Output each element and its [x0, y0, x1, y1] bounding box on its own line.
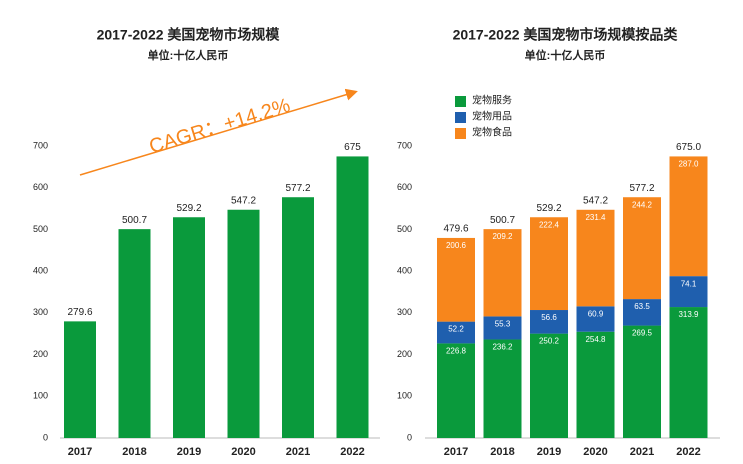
- total-label: 577.2: [629, 183, 654, 194]
- segment-label: 200.6: [446, 241, 467, 250]
- cagr-arrow: [79, 88, 358, 176]
- y-tick-label: 400: [33, 266, 48, 276]
- value-label: 500.7: [122, 215, 147, 226]
- legend-label: 宠物用品: [472, 110, 512, 123]
- segment-label: 269.5: [632, 329, 653, 338]
- bar-segment: [530, 310, 568, 334]
- y-tick-label: 500: [33, 224, 48, 234]
- segment-label: 226.8: [446, 347, 467, 356]
- bar: [118, 229, 151, 438]
- segment-label: 236.2: [492, 343, 513, 352]
- legend-label: 宠物食品: [472, 126, 512, 139]
- segment-label: 63.5: [634, 302, 650, 311]
- bar-segment: [437, 237, 475, 322]
- x-tick-label: 2019: [537, 446, 561, 458]
- value-label: 675: [344, 142, 361, 153]
- bar-segment: [483, 316, 522, 340]
- bar-segment: [576, 306, 615, 332]
- x-tick-label: 2017: [444, 446, 468, 458]
- y-tick-label: 500: [397, 224, 412, 234]
- segment-label: 74.1: [681, 279, 697, 288]
- legend-swatch: [455, 128, 466, 139]
- segment-label: 244.2: [632, 200, 653, 209]
- x-tick-label: 2019: [177, 446, 201, 458]
- y-tick-label: 400: [397, 266, 412, 276]
- x-tick-label: 2017: [68, 446, 92, 458]
- segment-label: 56.6: [541, 313, 557, 322]
- bar-segment: [623, 299, 661, 326]
- legend-swatch: [455, 112, 466, 123]
- bar: [282, 197, 314, 438]
- segment-label: 254.8: [585, 335, 606, 344]
- y-tick-label: 600: [397, 182, 412, 192]
- bar-segment: [669, 276, 708, 308]
- y-tick-label: 300: [397, 307, 412, 317]
- y-tick-label: 0: [407, 432, 412, 442]
- x-tick-label: 2018: [490, 446, 514, 458]
- legend-label: 宠物服务: [472, 94, 512, 107]
- bar-segment: [623, 197, 661, 300]
- y-tick-label: 100: [33, 391, 48, 401]
- y-tick-label: 300: [33, 307, 48, 317]
- value-label: 529.2: [176, 203, 201, 214]
- segment-label: 52.2: [448, 325, 464, 334]
- bar-segment: [530, 217, 568, 311]
- bar-segment: [576, 331, 615, 438]
- bar-segment: [669, 307, 708, 438]
- segment-label: 55.3: [495, 320, 511, 329]
- total-label: 529.2: [536, 203, 561, 214]
- chart-subtitle: 单位:十亿人民币: [148, 48, 229, 62]
- bar-segment: [530, 333, 568, 438]
- total-label: 479.6: [443, 224, 468, 235]
- x-tick-label: 2022: [340, 446, 364, 458]
- y-tick-label: 700: [397, 140, 412, 150]
- value-label: 577.2: [285, 183, 310, 194]
- bar-segment: [483, 339, 522, 438]
- total-label: 500.7: [490, 215, 515, 226]
- y-tick-label: 0: [43, 432, 48, 442]
- segment-label: 287.0: [678, 160, 699, 169]
- total-label: 675.0: [676, 142, 701, 153]
- y-tick-label: 600: [33, 182, 48, 192]
- x-tick-label: 2021: [286, 446, 310, 458]
- cagr-annotation: CAGR：+14.2%: [147, 94, 293, 158]
- y-tick-label: 200: [33, 349, 48, 359]
- x-tick-label: 2020: [231, 446, 255, 458]
- segment-label: 209.2: [492, 232, 513, 241]
- bar-segment: [576, 209, 615, 307]
- x-tick-label: 2020: [583, 446, 607, 458]
- legend-swatch: [455, 96, 466, 107]
- segment-label: 250.2: [539, 337, 560, 346]
- chart-title: 2017-2022 美国宠物市场规模: [97, 27, 281, 43]
- y-tick-label: 200: [397, 349, 412, 359]
- y-tick-label: 700: [33, 140, 48, 150]
- bar-segment: [483, 229, 522, 317]
- segment-label: 231.4: [585, 213, 606, 222]
- value-label: 279.6: [67, 307, 92, 318]
- chart-title: 2017-2022 美国宠物市场规模按品类: [453, 27, 679, 43]
- bar-segment: [669, 156, 708, 277]
- segment-label: 313.9: [678, 310, 699, 319]
- segment-label: 60.9: [588, 309, 604, 318]
- bar: [336, 156, 369, 438]
- bar: [173, 217, 205, 438]
- y-tick-label: 100: [397, 391, 412, 401]
- x-tick-label: 2018: [122, 446, 146, 458]
- bar: [227, 209, 260, 438]
- x-tick-label: 2021: [630, 446, 654, 458]
- x-tick-label: 2022: [676, 446, 700, 458]
- bar-segment: [437, 321, 475, 344]
- total-label: 547.2: [583, 195, 608, 206]
- bar-segment: [623, 325, 661, 438]
- segment-label: 222.4: [539, 220, 560, 229]
- bar-segment: [437, 343, 475, 438]
- chart-subtitle: 单位:十亿人民币: [525, 48, 606, 62]
- bar: [64, 321, 96, 438]
- value-label: 547.2: [231, 195, 256, 206]
